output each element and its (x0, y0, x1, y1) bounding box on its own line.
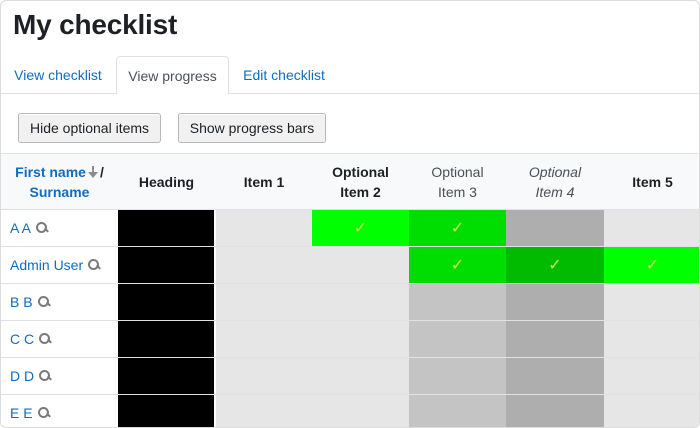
progress-cell-unchecked-light (409, 284, 506, 320)
progress-cell-empty (312, 358, 409, 394)
column-header-1: Heading (118, 154, 215, 210)
tab-view-progress[interactable]: View progress (116, 56, 229, 95)
progress-cell-unchecked-light (409, 358, 506, 394)
column-header-3: Optional Item 2 (312, 154, 409, 210)
progress-cell-heading (118, 395, 214, 427)
column-header-line: Item 5 (632, 174, 673, 190)
column-header-line: Item 2 (340, 184, 381, 200)
user-name-cell: B B (1, 284, 118, 320)
check-icon: ✓ (353, 220, 368, 237)
user-name-link[interactable]: E E (10, 405, 33, 421)
check-icon: ✓ (645, 257, 660, 274)
column-header-line: Optional (332, 164, 389, 180)
page-title: My checklist (13, 9, 178, 40)
table-row: D D (1, 358, 699, 395)
progress-cell-empty (604, 321, 699, 357)
progress-cell-empty (604, 358, 699, 394)
progress-cell-unchecked-dark (506, 210, 604, 246)
check-icon: ✓ (450, 257, 465, 274)
user-name-link[interactable]: Admin User (10, 257, 84, 273)
progress-cell-checked-dark: ✓ (506, 247, 604, 283)
check-icon: ✓ (450, 220, 465, 237)
tab-edit-checklist[interactable]: Edit checklist (243, 67, 325, 83)
progress-cell-empty (312, 284, 409, 320)
progress-cell-unchecked-light (409, 321, 506, 357)
user-name-link[interactable]: D D (10, 368, 35, 384)
sort-down-icon (87, 166, 98, 178)
progress-cell-empty (604, 284, 699, 320)
magnifier-icon[interactable] (39, 370, 51, 382)
table-header: First name / Surname Heading Item 1 Optiona… (1, 153, 699, 210)
progress-cell-unchecked-dark (506, 284, 604, 320)
progress-cell-checked-mid: ✓ (409, 247, 506, 283)
column-header-5: Optional Item 4 (506, 154, 604, 210)
hide-optional-items-button[interactable]: Hide optional items (18, 113, 161, 143)
column-header-6: Item 5 (604, 154, 699, 210)
name-column-header: First name / Surname (1, 154, 118, 210)
progress-cell-empty (604, 395, 699, 427)
column-header-2: Item 1 (216, 154, 312, 210)
table-row: B B (1, 284, 699, 321)
progress-cell-empty (216, 358, 312, 394)
table-row: A A ✓ ✓ (1, 210, 699, 247)
magnifier-icon[interactable] (39, 333, 51, 345)
table-row: C C (1, 321, 699, 358)
user-name-link[interactable]: B B (10, 294, 33, 310)
tab-bar: View checklist View progress Edit checkl… (1, 56, 699, 95)
magnifier-icon[interactable] (37, 296, 50, 308)
column-header-line: Item 1 (243, 174, 285, 190)
progress-cell-heading (118, 358, 214, 394)
user-name-cell: D D (1, 358, 118, 394)
progress-cell-checked-mid: ✓ (409, 210, 506, 246)
user-name-cell: E E (1, 395, 118, 427)
column-header-line: Optional (528, 164, 582, 180)
progress-cell-heading (118, 321, 214, 357)
progress-cell-empty (216, 210, 312, 246)
progress-cell-empty (312, 321, 409, 357)
progress-cell-unchecked-dark (506, 321, 604, 357)
user-name-cell: C C (1, 321, 118, 357)
progress-cell-empty (312, 395, 409, 427)
magnifier-icon[interactable] (88, 259, 100, 271)
progress-cell-unchecked-dark (506, 395, 604, 427)
magnifier-icon[interactable] (36, 222, 48, 234)
user-name-cell: A A (1, 210, 118, 246)
column-header-4: Optional Item 3 (409, 154, 506, 210)
user-name-link[interactable]: C C (10, 331, 35, 347)
progress-cell-empty (216, 395, 312, 427)
user-name-link[interactable]: A A (10, 220, 32, 236)
progress-cell-empty (604, 210, 699, 246)
progress-cell-unchecked-light (409, 395, 506, 427)
progress-cell-empty (216, 321, 312, 357)
progress-cell-empty (216, 247, 312, 283)
column-header-line: Optional (431, 164, 484, 180)
show-progress-bars-button[interactable]: Show progress bars (178, 113, 326, 143)
progress-cell-heading (118, 247, 214, 283)
first-name-sort-link[interactable]: First name (15, 164, 86, 180)
progress-cell-unchecked-dark (506, 358, 604, 394)
column-header-line: Item 3 (438, 184, 477, 200)
name-separator: / (99, 164, 104, 180)
check-icon: ✓ (548, 257, 562, 274)
table-row: Admin User ✓ ✓ ✓ (1, 247, 699, 284)
tab-view-checklist[interactable]: View checklist (14, 67, 102, 83)
table-row: E E (1, 395, 699, 427)
surname-sort-link[interactable]: Surname (29, 184, 90, 200)
column-header-line: Heading (138, 174, 195, 190)
magnifier-icon[interactable] (37, 407, 50, 419)
progress-cell-empty (216, 284, 312, 320)
progress-cell-checked-bright: ✓ (312, 210, 409, 246)
column-header-line: Item 4 (535, 184, 575, 200)
progress-cell-heading (118, 284, 214, 320)
user-name-cell: Admin User (1, 247, 118, 283)
progress-cell-heading (118, 210, 214, 246)
progress-cell-empty (312, 247, 409, 283)
progress-cell-checked-bright: ✓ (604, 247, 699, 283)
